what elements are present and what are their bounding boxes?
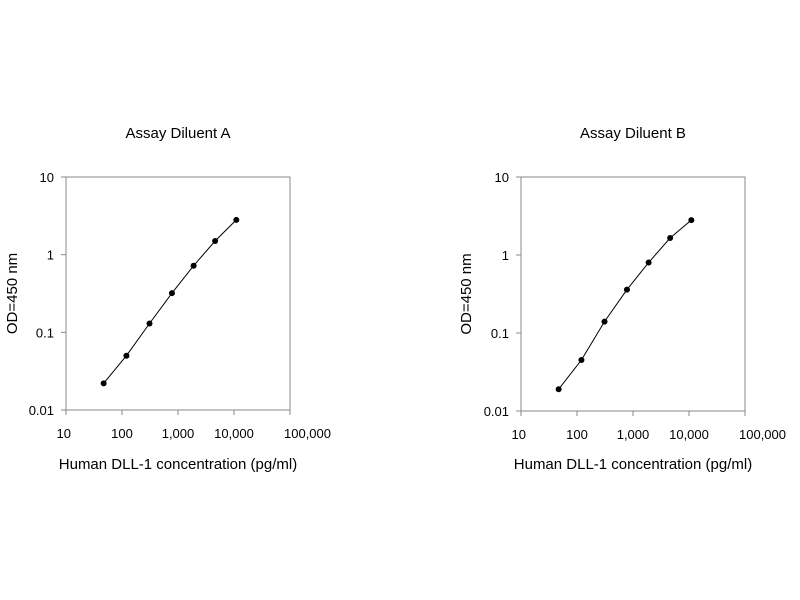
y-axis-label: OD=450 nm [458, 253, 475, 334]
data-point [100, 380, 107, 387]
data-point [601, 318, 608, 325]
chart-title: Assay Diluent B [580, 125, 686, 142]
series-line [103, 219, 237, 384]
x-tick-label: 1,000 [617, 427, 650, 442]
y-tick-label: 0.1 [491, 326, 509, 341]
y-tick-label: 10 [495, 170, 509, 185]
x-tick-label: 1,000 [162, 426, 195, 441]
x-tick-label: 100,000 [739, 427, 786, 442]
y-axis-label: OD=450 nm [4, 253, 21, 334]
data-point [190, 262, 197, 269]
chart-title: Assay Diluent A [125, 125, 230, 142]
chart-1: Assay Diluent A 10 100 1,000 10,000 100,000 0.… [4, 125, 331, 473]
x-tick-label: 100 [111, 426, 133, 441]
plot-frame [520, 176, 746, 412]
y-tick-label: 0.1 [36, 325, 54, 340]
y-tick-label: 10 [40, 170, 54, 185]
data-point [212, 237, 219, 244]
x-axis-label: Human DLL-1 concentration (pg/ml) [59, 456, 297, 473]
data-point [168, 290, 175, 297]
plot-frame [65, 176, 291, 411]
data-point [123, 352, 130, 359]
y-tick-label: 1 [502, 248, 509, 263]
x-axis-label: Human DLL-1 concentration (pg/ml) [514, 456, 752, 473]
chart-2: Assay Diluent B 10 100 1,000 10,000 100,000 0.… [458, 125, 786, 473]
data-point [623, 286, 630, 293]
data-point [146, 320, 153, 327]
y-tick-label: 0.01 [29, 403, 54, 418]
x-tick-label: 10 [57, 426, 71, 441]
data-point [688, 217, 695, 224]
x-tick-label: 10,000 [214, 426, 254, 441]
series-line [558, 219, 692, 390]
y-tick-label: 1 [47, 248, 54, 263]
x-tick-label: 10,000 [669, 427, 709, 442]
data-point [555, 386, 562, 393]
data-point [667, 235, 674, 242]
data-point [233, 216, 240, 223]
x-tick-label: 10 [512, 427, 526, 442]
x-tick-label: 100,000 [284, 426, 331, 441]
data-point [645, 259, 652, 266]
x-tick-label: 100 [566, 427, 588, 442]
data-point [578, 357, 585, 364]
y-tick-label: 0.01 [484, 404, 509, 419]
